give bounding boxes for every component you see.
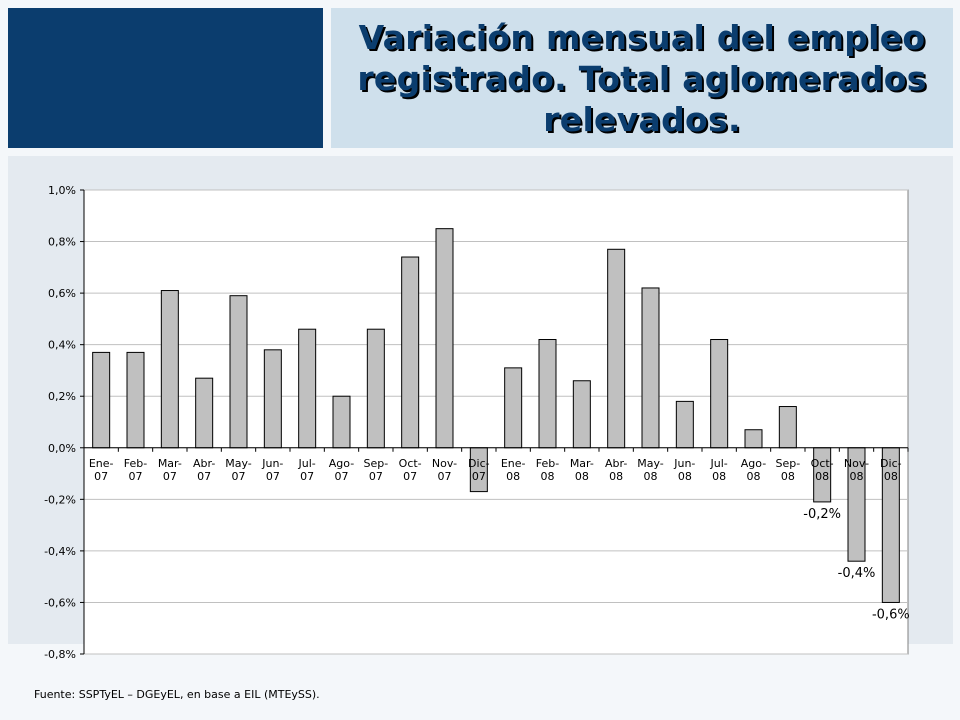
header-accent-block [8,8,323,148]
bar [504,367,523,449]
category-label: 07 [369,470,383,483]
category-label: 08 [815,470,829,483]
category-label: 07 [438,470,452,483]
y-tick-label: 0,4% [48,339,76,352]
bar [607,248,626,449]
bar [538,339,557,449]
category-label: Jul- [710,457,728,470]
category-label: 08 [747,470,761,483]
y-tick-label: -0,6% [44,596,76,609]
category-label: 08 [541,470,555,483]
bar [435,228,454,449]
category-label: Dic- [880,457,902,470]
category-label: Nov- [432,457,457,470]
category-label: 08 [884,470,898,483]
category-label: Ene- [501,457,526,470]
category-label: May- [637,457,664,470]
category-label: Mar- [158,457,182,470]
category-label: Abr- [605,457,627,470]
bar [195,377,214,449]
y-tick-label: 0,2% [48,390,76,403]
bar [92,351,111,449]
category-label: 08 [506,470,520,483]
category-label: 08 [712,470,726,483]
category-label: Ago- [329,457,354,470]
data-label: -0,2% [803,507,841,522]
data-label: -0,4% [838,566,876,581]
category-label: Oct- [399,457,422,470]
bar [710,339,729,449]
bar [675,400,694,449]
category-label: 07 [300,470,314,483]
category-label: Ene- [89,457,114,470]
bar [401,256,420,449]
category-label: Nov- [844,457,869,470]
title-panel: Variación mensual del empleo registrado.… [331,8,953,148]
title-line-1: Variación mensual del empleo [358,17,926,57]
bar [778,406,797,449]
bar [641,287,660,449]
y-tick-label: -0,4% [44,545,76,558]
category-label: 08 [644,470,658,483]
category-label: 07 [266,470,280,483]
category-label: 07 [197,470,211,483]
category-label: Abr- [193,457,215,470]
category-label: May- [225,457,252,470]
category-label: 07 [335,470,349,483]
category-label: Feb- [536,457,559,470]
category-label: Oct- [811,457,834,470]
category-label: Dic- [468,457,490,470]
y-tick-label: 0,8% [48,236,76,249]
category-label: 07 [94,470,108,483]
category-label: 08 [850,470,864,483]
bar [126,351,145,449]
category-label: 08 [609,470,623,483]
category-label: Jun- [261,457,283,470]
page-title: Variación mensual del empleo registrado.… [357,17,926,140]
bar [298,328,317,449]
category-label: 07 [232,470,246,483]
bar [572,380,591,449]
category-label: Sep- [363,457,388,470]
data-label: -0,6% [872,607,910,622]
title-line-2: registrado. Total aglomerados [357,58,927,98]
bar [366,328,385,449]
y-tick-label: 0,6% [48,287,76,300]
category-label: 07 [472,470,486,483]
y-tick-label: -0,2% [44,493,76,506]
category-label: Feb- [124,457,147,470]
category-label: 08 [575,470,589,483]
category-label: Mar- [570,457,594,470]
category-label: Sep- [775,457,800,470]
y-tick-label: -0,8% [44,648,76,661]
bar [160,290,179,449]
bar [332,395,351,449]
bar [263,349,282,449]
category-label: Ago- [741,457,766,470]
category-label: Jul- [298,457,316,470]
plot-area [83,189,909,655]
source-note: Fuente: SSPTyEL – DGEyEL, en base a EIL … [34,688,320,701]
title-line-3: relevados. [543,99,741,139]
bar [229,295,248,449]
y-tick-label: 1,0% [48,184,76,197]
y-tick-label: 0,0% [48,442,76,455]
category-label: 07 [163,470,177,483]
category-label: 08 [678,470,692,483]
category-label: 07 [129,470,143,483]
category-label: 08 [781,470,795,483]
bar [744,429,763,449]
category-label: 07 [403,470,417,483]
category-label: Jun- [673,457,695,470]
